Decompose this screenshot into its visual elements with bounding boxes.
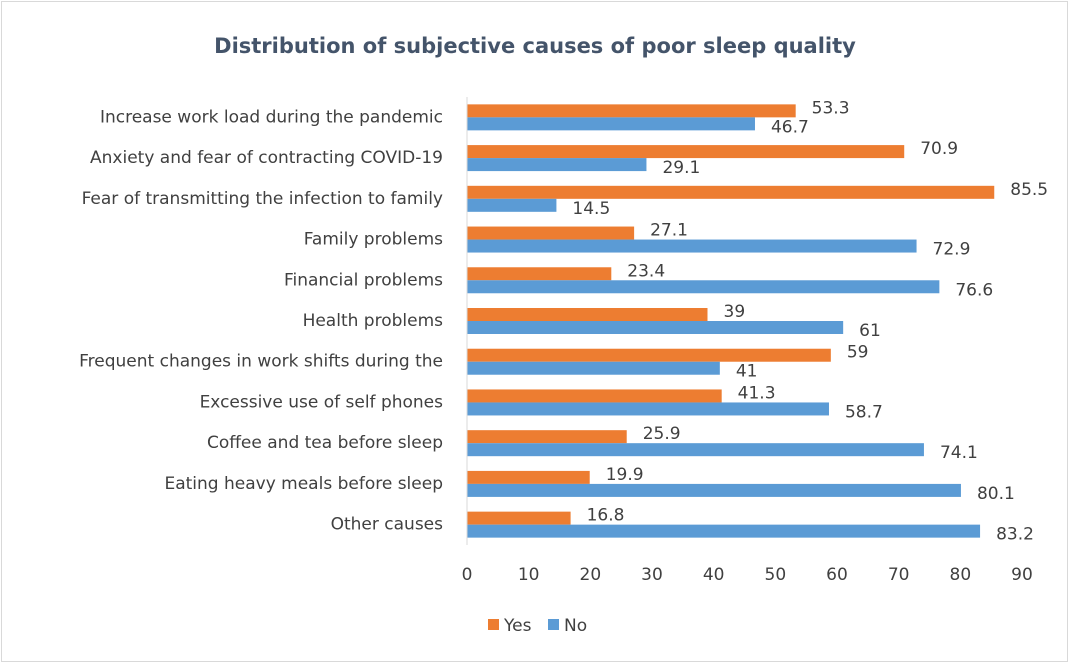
data-label: 29.1	[662, 158, 700, 178]
data-label: 61	[859, 321, 881, 341]
data-label: 70.9	[920, 139, 958, 159]
data-label: 39	[724, 302, 746, 322]
data-label: 14.5	[572, 199, 610, 219]
bar	[467, 226, 635, 240]
x-tick-label: 50	[765, 565, 787, 585]
bar	[467, 483, 961, 497]
bar	[467, 158, 647, 172]
bar	[467, 145, 905, 159]
y-tick-label: Excessive use of self phones	[200, 392, 444, 412]
bar	[467, 402, 829, 416]
bar	[467, 361, 720, 375]
bar	[467, 348, 831, 362]
bar	[467, 430, 627, 444]
bar	[467, 321, 844, 334]
y-tick-label: Frequent changes in work shifts during t…	[79, 352, 443, 372]
legend-swatch	[488, 619, 499, 630]
bar	[467, 267, 612, 281]
y-tick-label: Increase work load during the pandemic	[100, 107, 443, 127]
bar	[467, 185, 995, 199]
bar	[467, 104, 796, 118]
y-tick-label: Fear of transmitting the infection to fa…	[82, 189, 443, 209]
data-label: 41	[736, 362, 758, 382]
x-tick-label: 70	[888, 565, 910, 585]
y-tick-label: Health problems	[303, 311, 444, 331]
y-tick-label: Anxiety and fear of contracting COVID-19	[90, 148, 443, 168]
chart-title: Distribution of subjective causes of poo…	[214, 34, 856, 58]
data-label: 72.9	[933, 240, 971, 260]
data-label: 27.1	[650, 221, 688, 241]
data-label: 76.6	[955, 280, 993, 300]
x-tick-label: 10	[518, 565, 540, 585]
data-label: 41.3	[738, 383, 776, 403]
x-tick-label: 0	[462, 565, 473, 585]
data-label: 74.1	[940, 443, 978, 463]
data-label: 53.3	[812, 98, 850, 118]
bar	[467, 280, 940, 294]
bar	[467, 239, 917, 253]
data-label: 83.2	[996, 525, 1034, 545]
y-tick-label: Other causes	[331, 515, 444, 535]
bar	[467, 117, 755, 131]
bar	[467, 511, 571, 525]
data-label: 59	[847, 343, 869, 363]
bar	[467, 308, 708, 321]
y-tick-label: Eating heavy meals before sleep	[164, 474, 443, 494]
data-label: 85.5	[1010, 180, 1048, 200]
x-tick-label: 30	[641, 565, 663, 585]
data-label: 80.1	[977, 484, 1015, 504]
x-tick-label: 20	[580, 565, 602, 585]
bar	[467, 470, 590, 484]
x-tick-label: 40	[703, 565, 725, 585]
legend-label: No	[564, 616, 587, 636]
y-tick-label: Family problems	[304, 230, 443, 250]
x-tick-label: 60	[826, 565, 848, 585]
data-label: 16.8	[587, 506, 625, 526]
y-tick-label: Financial problems	[284, 270, 443, 290]
data-label: 46.7	[771, 117, 809, 137]
x-tick-label: 90	[1011, 565, 1033, 585]
legend-label: Yes	[503, 616, 532, 636]
bar	[467, 198, 557, 212]
data-label: 23.4	[627, 261, 665, 281]
data-label: 25.9	[643, 424, 681, 444]
x-tick-label: 80	[950, 565, 972, 585]
data-label: 58.7	[845, 402, 883, 422]
bar	[467, 524, 981, 538]
y-tick-label: Coffee and tea before sleep	[207, 433, 443, 453]
bar	[467, 443, 924, 457]
bar	[467, 389, 722, 403]
data-label: 19.9	[606, 465, 644, 485]
legend-swatch	[548, 619, 559, 630]
